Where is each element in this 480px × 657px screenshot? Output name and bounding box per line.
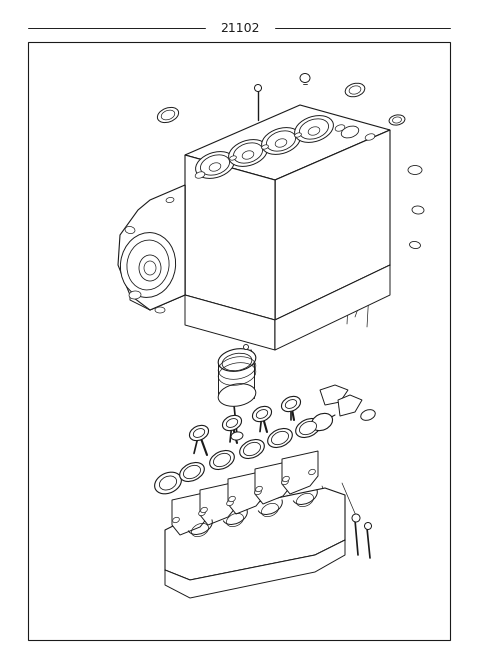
Ellipse shape (129, 291, 141, 299)
Ellipse shape (285, 399, 297, 409)
Polygon shape (165, 540, 345, 598)
Ellipse shape (227, 500, 233, 506)
Polygon shape (118, 185, 185, 310)
Ellipse shape (243, 442, 261, 456)
Ellipse shape (228, 139, 267, 166)
Ellipse shape (335, 125, 345, 131)
Ellipse shape (308, 127, 320, 135)
Ellipse shape (365, 134, 375, 140)
Ellipse shape (296, 419, 320, 438)
Text: 21102: 21102 (220, 22, 260, 35)
Ellipse shape (161, 110, 175, 120)
Ellipse shape (295, 116, 334, 143)
Polygon shape (338, 395, 362, 416)
Ellipse shape (300, 421, 316, 435)
Ellipse shape (222, 415, 241, 430)
Ellipse shape (300, 74, 310, 83)
Ellipse shape (166, 198, 174, 202)
Ellipse shape (389, 115, 405, 125)
Ellipse shape (218, 349, 256, 371)
Ellipse shape (159, 476, 177, 490)
Ellipse shape (209, 163, 221, 171)
Polygon shape (185, 105, 390, 180)
Ellipse shape (218, 384, 256, 406)
Ellipse shape (233, 143, 263, 163)
Ellipse shape (144, 261, 156, 275)
Ellipse shape (193, 428, 204, 438)
Ellipse shape (195, 171, 205, 178)
Ellipse shape (408, 166, 422, 175)
Ellipse shape (266, 131, 296, 151)
Ellipse shape (349, 86, 361, 94)
Polygon shape (320, 385, 348, 405)
Ellipse shape (262, 127, 300, 154)
Ellipse shape (157, 108, 179, 123)
Polygon shape (172, 492, 208, 535)
Ellipse shape (190, 425, 208, 441)
Ellipse shape (364, 522, 372, 530)
Ellipse shape (173, 517, 180, 523)
Ellipse shape (242, 150, 254, 159)
Polygon shape (228, 471, 264, 514)
Ellipse shape (195, 152, 234, 179)
Polygon shape (185, 155, 275, 320)
Ellipse shape (155, 472, 181, 494)
Ellipse shape (199, 510, 205, 516)
Ellipse shape (226, 419, 238, 428)
Ellipse shape (228, 496, 235, 502)
Ellipse shape (281, 396, 300, 412)
Ellipse shape (345, 83, 365, 97)
Ellipse shape (272, 432, 288, 445)
Ellipse shape (300, 119, 329, 139)
Ellipse shape (352, 514, 360, 522)
Ellipse shape (256, 409, 268, 419)
Ellipse shape (252, 407, 272, 422)
Ellipse shape (201, 507, 207, 512)
Ellipse shape (180, 463, 204, 482)
Ellipse shape (222, 353, 252, 371)
Ellipse shape (127, 240, 169, 290)
Ellipse shape (183, 465, 201, 479)
Ellipse shape (214, 453, 230, 466)
Ellipse shape (125, 227, 135, 233)
Ellipse shape (210, 451, 234, 470)
Polygon shape (200, 482, 236, 525)
Ellipse shape (243, 344, 249, 350)
Ellipse shape (409, 242, 420, 248)
Ellipse shape (309, 469, 315, 475)
Ellipse shape (295, 133, 301, 137)
Ellipse shape (312, 413, 333, 430)
Ellipse shape (268, 428, 292, 447)
Polygon shape (185, 295, 275, 350)
Bar (28, 42, 450, 640)
Ellipse shape (393, 117, 401, 123)
Polygon shape (275, 130, 390, 320)
Ellipse shape (201, 155, 229, 175)
Ellipse shape (283, 476, 289, 482)
Ellipse shape (229, 156, 236, 160)
Ellipse shape (262, 145, 268, 149)
Ellipse shape (339, 399, 357, 411)
Ellipse shape (275, 139, 287, 147)
Ellipse shape (255, 489, 261, 495)
Ellipse shape (282, 480, 288, 485)
Ellipse shape (254, 85, 262, 91)
Polygon shape (282, 451, 318, 494)
Ellipse shape (139, 255, 161, 281)
Polygon shape (130, 190, 185, 310)
Ellipse shape (341, 126, 359, 138)
Polygon shape (275, 265, 390, 350)
Ellipse shape (361, 410, 375, 420)
Ellipse shape (256, 486, 263, 491)
Ellipse shape (120, 233, 176, 298)
Ellipse shape (155, 307, 165, 313)
Ellipse shape (240, 440, 264, 459)
Polygon shape (255, 461, 291, 504)
Polygon shape (165, 488, 345, 580)
Ellipse shape (231, 432, 243, 440)
Ellipse shape (412, 206, 424, 214)
